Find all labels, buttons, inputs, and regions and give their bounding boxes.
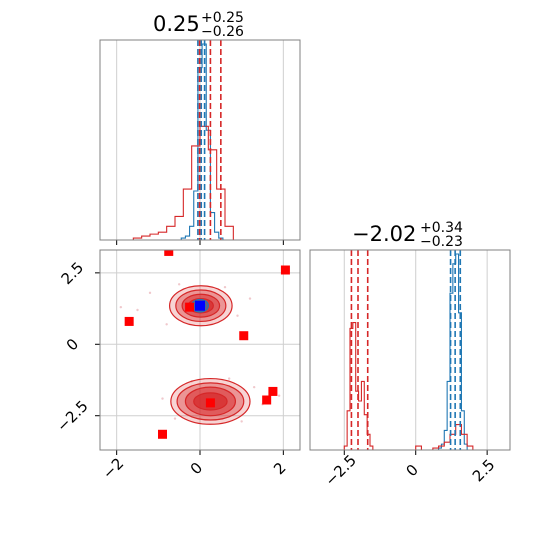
scatter-haze-point (248, 297, 252, 300)
scatter-haze-point (236, 314, 239, 317)
scatter-haze-point (136, 308, 139, 312)
x-tick-label: 2.5 (469, 456, 499, 486)
x-tick-label: −2.5 (322, 451, 360, 489)
scatter-haze-point (148, 291, 152, 295)
blue-histogram-series (438, 253, 468, 450)
red-square-marker (185, 302, 195, 312)
top-histogram-border (99, 39, 301, 241)
x-tick-label: 2 (270, 459, 289, 478)
right-histogram-border (309, 249, 511, 451)
scatter-haze-point (277, 394, 281, 397)
red-square-marker (239, 331, 249, 341)
red-square-marker (164, 250, 174, 256)
right-marginal-histogram-panel: −2.5 0 2.5 −2.02 +0.34−0.23 (309, 220, 511, 490)
x-tick-label: 0 (402, 461, 421, 480)
x-tick-label: 0 (187, 459, 206, 478)
top-histogram-title-plus: +0.25 (201, 10, 244, 26)
right-histogram-background (310, 250, 510, 450)
right-histogram-title-plus: +0.34 (420, 220, 463, 236)
joint-plot-area (119, 250, 290, 439)
blue-square-marker (195, 300, 205, 311)
right-histogram-title-minus: −0.23 (420, 234, 463, 250)
scatter-haze-point (161, 397, 164, 400)
red-square-marker (268, 386, 278, 396)
red-square-marker (205, 398, 215, 408)
scatter-haze-point (177, 283, 181, 286)
y-tick-label: 0 (63, 335, 82, 354)
scatter-haze-point (119, 305, 123, 309)
scatter-haze-point (227, 377, 231, 380)
red-square-marker (158, 429, 167, 439)
red-square-marker (280, 265, 290, 275)
scatter-haze-point (252, 385, 256, 389)
red-histogram-series (410, 423, 474, 451)
right-histogram-title: −2.02 (352, 222, 416, 246)
red-square-marker (124, 316, 134, 326)
scatter-haze-point (240, 420, 243, 423)
joint-panel-border (99, 249, 301, 451)
scatter-haze-point (173, 417, 177, 420)
scatter-haze-point (223, 285, 227, 289)
top-histogram-title-minus: −0.26 (201, 24, 244, 40)
x-tick-label: −2 (99, 454, 127, 482)
red-square-marker (262, 395, 272, 405)
joint-scatter-contour-panel: −2 0 2 −2.5 0 2.5 (53, 249, 301, 483)
red-histogram-series (132, 125, 234, 240)
top-marginal-histogram-panel: 0.25 +0.25−0.26 (99, 10, 301, 245)
y-tick-label: −2.5 (53, 397, 91, 435)
top-histogram-title: 0.25 (153, 12, 200, 36)
scatter-haze-point (165, 323, 168, 326)
y-tick-label: 2.5 (58, 259, 88, 289)
